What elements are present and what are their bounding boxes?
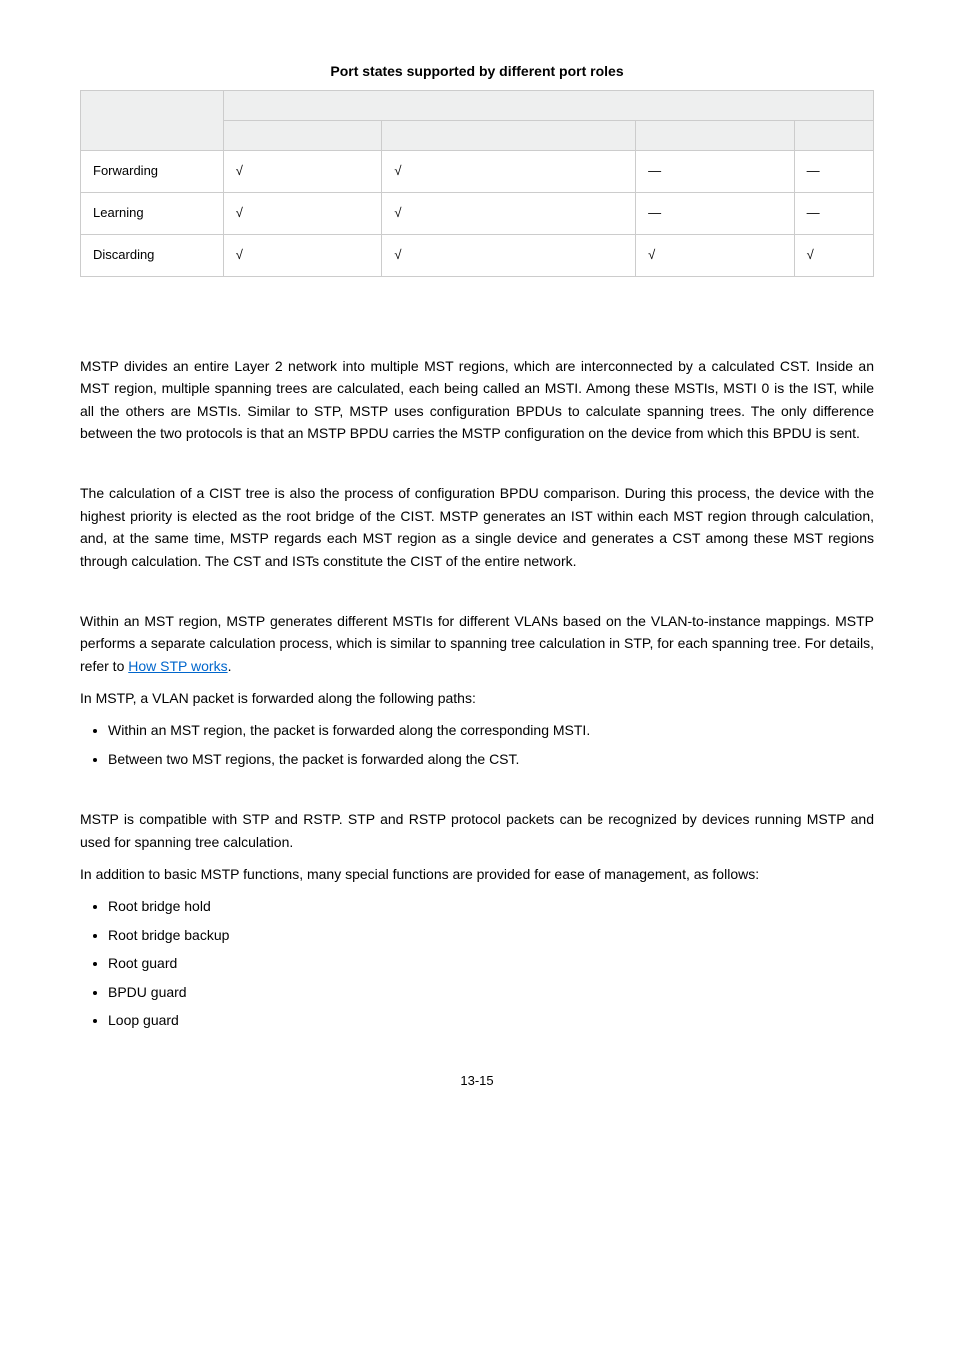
bullet-list: Root bridge hold Root bridge backup Root… — [80, 895, 874, 1031]
table-row: Learning √ √ — — — [81, 193, 874, 235]
list-item: BPDU guard — [108, 981, 874, 1003]
list-item: Root guard — [108, 952, 874, 974]
port-states-table: Forwarding √ √ — — Learning √ √ — — Disc… — [80, 90, 874, 276]
how-stp-works-link[interactable]: How STP works — [128, 658, 227, 674]
state-cell: Discarding — [81, 234, 224, 276]
cell: √ — [636, 234, 795, 276]
paragraph: MSTP divides an entire Layer 2 network i… — [80, 355, 874, 445]
paragraph: Within an MST region, MSTP generates dif… — [80, 610, 874, 677]
paragraph: MSTP is compatible with STP and RSTP. ST… — [80, 808, 874, 853]
cell: — — [794, 193, 873, 235]
list-item: Loop guard — [108, 1009, 874, 1031]
cell: √ — [223, 151, 382, 193]
paragraph: In addition to basic MSTP functions, man… — [80, 863, 874, 885]
paragraph: In MSTP, a VLAN packet is forwarded alon… — [80, 687, 874, 709]
table-row: Discarding √ √ √ √ — [81, 234, 874, 276]
state-cell: Learning — [81, 193, 224, 235]
cell: √ — [382, 234, 636, 276]
list-item: Root bridge hold — [108, 895, 874, 917]
state-cell: Forwarding — [81, 151, 224, 193]
cell: √ — [223, 193, 382, 235]
cell: √ — [382, 151, 636, 193]
cell: — — [636, 193, 795, 235]
bullet-list: Within an MST region, the packet is forw… — [80, 719, 874, 770]
cell: √ — [794, 234, 873, 276]
cell: — — [794, 151, 873, 193]
table-caption: Port states supported by different port … — [80, 60, 874, 82]
list-item: Within an MST region, the packet is forw… — [108, 719, 874, 741]
cell: √ — [223, 234, 382, 276]
table-row: Forwarding √ √ — — — [81, 151, 874, 193]
cell: √ — [382, 193, 636, 235]
list-item: Root bridge backup — [108, 924, 874, 946]
text: . — [228, 658, 232, 674]
cell: — — [636, 151, 795, 193]
page-number: 13-15 — [80, 1071, 874, 1092]
paragraph: The calculation of a CIST tree is also t… — [80, 482, 874, 572]
list-item: Between two MST regions, the packet is f… — [108, 748, 874, 770]
